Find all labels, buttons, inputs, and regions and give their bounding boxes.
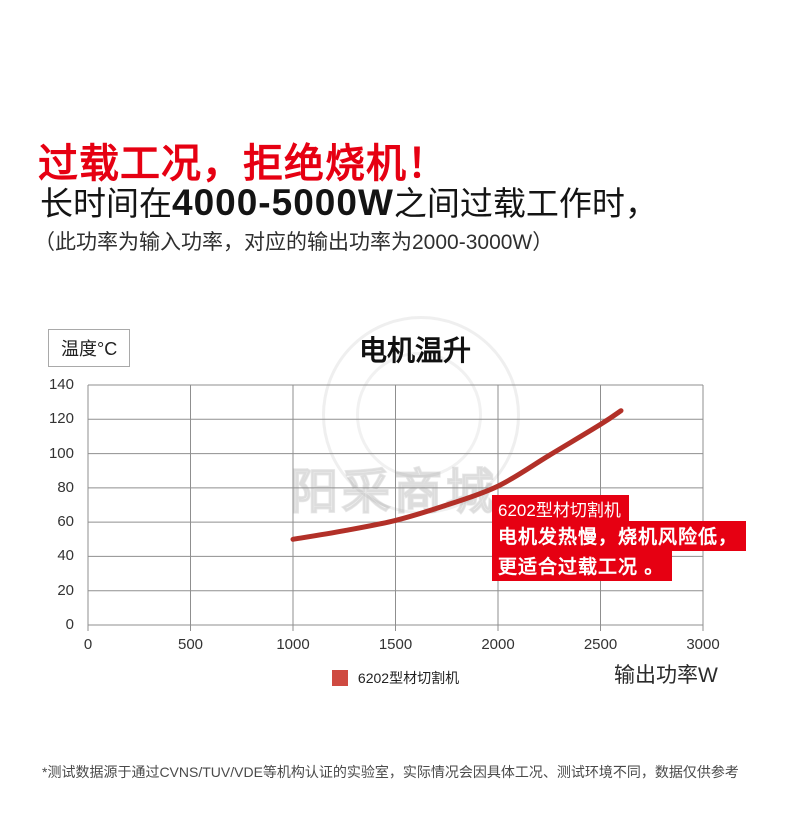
chart-legend: 6202型材切割机 — [88, 668, 703, 688]
legend-label: 6202型材切割机 — [357, 670, 460, 686]
callout-benefit-line2: 更适合过载工况 。 — [492, 551, 673, 581]
y-tick-label: 40 — [57, 547, 74, 565]
subheading-prefix: 长时间在 — [40, 185, 172, 222]
x-axis-ticks: 0 500 1000 1500 2000 2500 3000 — [84, 636, 720, 658]
x-tick-label: 500 — [177, 636, 204, 653]
y-axis-unit-box: 温度°C — [48, 329, 131, 367]
power-note: （此功率为输入功率，对应的输出功率为2000-3000W） — [34, 231, 554, 254]
y-tick-label: 120 — [48, 410, 74, 428]
y-tick-label: 80 — [57, 478, 74, 496]
chart-title: 电机温升 — [358, 335, 471, 366]
y-axis-ticks: 0 20 40 60 80 100 120 140 — [30, 376, 74, 633]
x-tick-label: 2500 — [583, 636, 618, 653]
x-tick-label: 3000 — [686, 636, 720, 653]
y-tick-label: 100 — [48, 444, 74, 462]
y-tick-label: 0 — [65, 616, 74, 633]
x-tick-label: 0 — [83, 636, 93, 653]
y-tick-label: 60 — [57, 513, 74, 531]
x-tick-label: 2000 — [481, 636, 515, 653]
x-axis-label: 输出功率W — [614, 664, 718, 687]
subheading: 长时间在4000-5000W之间过载工作时， — [40, 177, 658, 225]
callout-benefit-line: 电机发热慢，烧机风险低， — [492, 521, 747, 551]
callout-product-name: 6202型材切割机 — [492, 495, 629, 521]
x-tick-label: 1000 — [276, 636, 310, 653]
watermark-text: 阳采商城 — [289, 465, 499, 520]
y-tick-label: 20 — [57, 581, 74, 599]
callout-box: 6202型材切割机 电机发热慢，烧机风险低， 更适合过载工况 。 — [492, 495, 747, 581]
legend-swatch-icon — [331, 670, 348, 686]
subheading-suffix: 之间过载工作时， — [393, 185, 658, 222]
page-title: 过载工况，拒绝烧机！ — [38, 141, 448, 186]
watermark-logo-inner-circle — [356, 352, 482, 478]
disclaimer-text: *测试数据源于通过CVNS/TUV/VDE等机构认证的实验室，实际情况会因具体工… — [42, 764, 739, 780]
subheading-power-range: 4000-5000W — [172, 182, 394, 223]
y-tick-label: 140 — [48, 376, 74, 393]
x-tick-label: 1500 — [378, 636, 413, 653]
